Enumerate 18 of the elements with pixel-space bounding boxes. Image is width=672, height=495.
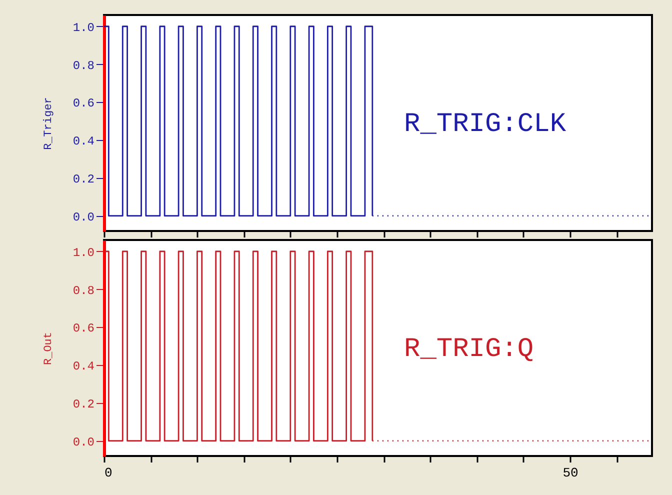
x-tick-label: 50 [562,466,578,480]
y-axis-title: R_Triger [42,97,55,150]
y-tick-label: 0.4 [72,134,94,149]
y-tick-label: 0.8 [72,58,94,73]
y-tick-label: 0.4 [72,360,94,374]
y-axis-title: R_Out [42,332,55,366]
y-tick-label: 0.8 [72,284,94,298]
y-tick-label: 0.2 [72,172,94,186]
y-tick-label: 0.2 [72,397,94,412]
y-tick-label: 1.0 [72,246,94,260]
y-tick-label: 0.6 [72,96,94,111]
y-tick-label: 0.0 [72,210,94,224]
annotation: R_TRIG:CLK [404,110,567,140]
y-tick-label: 0.0 [72,435,94,450]
y-tick-label: 0.6 [72,322,94,336]
y-tick-label: 1.0 [72,20,94,35]
annotation: R_TRIG:Q [404,335,534,365]
x-tick-label: 0 [104,466,112,480]
